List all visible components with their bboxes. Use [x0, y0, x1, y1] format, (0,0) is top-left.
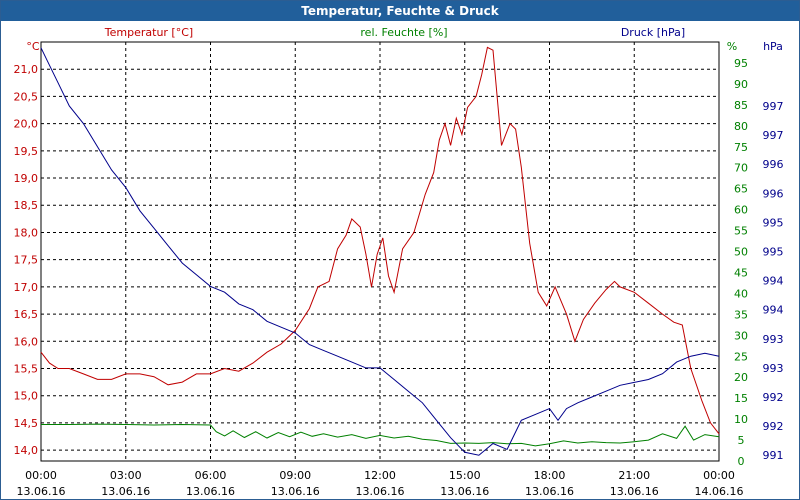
- humidity-tick-label: 30: [734, 329, 748, 342]
- humidity-tick-label: 85: [734, 99, 748, 112]
- x-tick-time: 09:00: [279, 469, 311, 482]
- x-tick-time: 15:00: [449, 469, 481, 482]
- humidity-tick-label: 65: [734, 183, 748, 196]
- pressure-tick-labels: 991 992 992 993 993 994 994 995 995 996 996 997 997: [763, 100, 784, 462]
- x-tick-date: 13.06.16: [356, 485, 405, 498]
- pressure-tick-label: 997: [763, 129, 784, 142]
- humidity-tick-label: 35: [734, 308, 748, 321]
- pressure-axis-label: Druck [hPa]: [621, 26, 685, 39]
- temperature-tick-label: 16,0: [14, 335, 39, 348]
- temperature-tick-label: 20,0: [14, 118, 39, 131]
- humidity-tick-label: 25: [734, 350, 748, 363]
- temperature-tick-label: 14,5: [14, 417, 39, 430]
- temperature-tick-labels: 14,0 14,5 15,0 15,5 16,0 16,5 17,0 17,5 18,0 18,5…: [14, 63, 39, 457]
- humidity-tick-labels: 0 5 10 15 20 25 30 35 40 45 50 55 60 65 70 75 80 85 90 95: [734, 57, 748, 468]
- x-axis-tick-labels: 00:00 13.06.16 03:00 13.06.16 06:00 13.06.16 0…: [17, 469, 744, 498]
- pressure-tick-label: 993: [763, 333, 784, 346]
- pressure-tick-label: 996: [763, 187, 784, 200]
- humidity-tick-label: 90: [734, 78, 748, 91]
- x-tick-date: 13.06.16: [271, 485, 320, 498]
- temperature-tick-label: 19,0: [14, 172, 39, 185]
- x-tick-time: 06:00: [195, 469, 227, 482]
- series-line-pressure: [40, 47, 720, 456]
- x-tick-date: 13.06.16: [525, 485, 574, 498]
- pressure-tick-label: 995: [763, 246, 784, 259]
- temperature-tick-label: 19,5: [14, 145, 39, 158]
- humidity-tick-label: 45: [734, 266, 748, 279]
- temperature-tick-label: 15,0: [14, 390, 39, 403]
- series-line-temperature: [40, 46, 720, 435]
- x-tick-time: 18:00: [534, 469, 566, 482]
- temperature-axis-label: Temperatur [°C]: [104, 26, 193, 39]
- series-line-humidity: [41, 423, 720, 447]
- temperature-tick-label: 17,0: [14, 281, 39, 294]
- humidity-unit-label: %: [727, 40, 737, 53]
- temperature-tick-label: 20,5: [14, 90, 39, 103]
- x-tick-date: 13.06.16: [610, 485, 659, 498]
- humidity-tick-label: 55: [734, 225, 748, 238]
- series-layer: [40, 46, 720, 456]
- pressure-tick-label: 997: [763, 100, 784, 113]
- humidity-tick-label: 40: [734, 287, 748, 300]
- humidity-tick-label: 15: [734, 392, 748, 405]
- x-tick-time: 00:00: [703, 469, 735, 482]
- humidity-tick-label: 10: [734, 413, 748, 426]
- temperature-tick-label: 17,5: [14, 254, 39, 267]
- temperature-tick-label: 16,5: [14, 308, 39, 321]
- temperature-tick-label: 14,0: [14, 444, 39, 457]
- pressure-tick-label: 992: [763, 391, 784, 404]
- humidity-tick-label: 20: [734, 371, 748, 384]
- pressure-unit-label: hPa: [763, 40, 783, 53]
- humidity-tick-label: 50: [734, 246, 748, 259]
- humidity-tick-label: 75: [734, 141, 748, 154]
- pressure-tick-label: 995: [763, 216, 784, 229]
- x-tick-date: 14.06.16: [695, 485, 744, 498]
- pressure-tick-label: 994: [763, 304, 784, 317]
- humidity-tick-label: 5: [738, 434, 745, 447]
- temperature-tick-label: 18,0: [14, 226, 39, 239]
- humidity-tick-label: 0: [738, 455, 745, 468]
- pressure-tick-label: 991: [763, 449, 784, 462]
- temperature-tick-label: 21,0: [14, 63, 39, 76]
- pressure-tick-label: 994: [763, 275, 784, 288]
- x-tick-time: 03:00: [110, 469, 142, 482]
- temperature-tick-label: 15,5: [14, 362, 39, 375]
- humidity-tick-label: 70: [734, 162, 748, 175]
- humidity-tick-label: 80: [734, 120, 748, 133]
- x-tick-time: 21:00: [618, 469, 650, 482]
- pressure-tick-label: 993: [763, 362, 784, 375]
- humidity-axis-label: rel. Feuchte [%]: [360, 26, 447, 39]
- humidity-tick-label: 60: [734, 204, 748, 217]
- x-tick-time: 12:00: [364, 469, 396, 482]
- x-tick-date: 13.06.16: [186, 485, 235, 498]
- window-title: Temperatur, Feuchte & Druck: [1, 1, 799, 21]
- pressure-tick-label: 996: [763, 158, 784, 171]
- temperature-unit-label: °C: [26, 40, 40, 53]
- pressure-tick-label: 992: [763, 420, 784, 433]
- x-tick-date: 13.06.16: [101, 485, 150, 498]
- x-tick-time: 00:00: [25, 469, 57, 482]
- humidity-tick-label: 95: [734, 57, 748, 70]
- x-tick-date: 13.06.16: [17, 485, 66, 498]
- x-tick-date: 13.06.16: [440, 485, 489, 498]
- temperature-tick-label: 18,5: [14, 199, 39, 212]
